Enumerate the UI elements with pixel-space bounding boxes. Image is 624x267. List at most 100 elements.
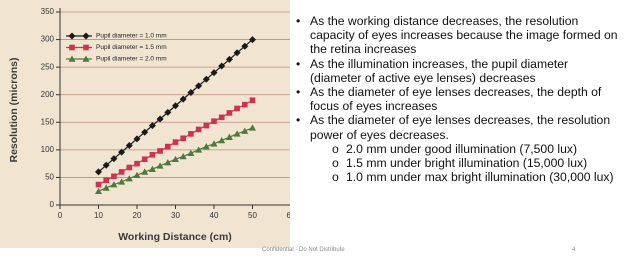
marker (118, 169, 125, 175)
marker (68, 55, 76, 62)
marker (82, 55, 90, 62)
y-tick-label: 50 (45, 173, 54, 182)
marker (234, 105, 240, 112)
x-tick-label: 50 (248, 211, 257, 220)
marker (69, 44, 75, 51)
marker (157, 148, 163, 154)
bullet-text: As the diameter of eye lenses decreases,… (310, 113, 611, 142)
marker (82, 32, 90, 40)
marker (165, 143, 171, 150)
bullet: As the diameter of eye lenses decreases,… (294, 85, 622, 113)
marker (164, 108, 172, 116)
marker (179, 152, 187, 160)
marker (202, 75, 210, 83)
marker (172, 102, 179, 110)
marker (95, 181, 102, 188)
marker (241, 42, 249, 50)
chart-background (0, 0, 290, 248)
marker (118, 148, 126, 156)
marker (95, 168, 102, 176)
footer-note: Confidential - Do Not Distribute (262, 247, 345, 253)
marker (226, 110, 233, 116)
marker (218, 62, 226, 70)
marker (218, 114, 225, 121)
marker (210, 140, 218, 147)
marker (195, 82, 203, 90)
marker (133, 135, 141, 143)
marker (179, 95, 187, 103)
marker (187, 149, 195, 156)
marker (180, 135, 186, 142)
y-axis-title: Resolution (microns) (8, 57, 20, 162)
bullet-text: As the diameter of eye lenses decreases,… (310, 85, 602, 114)
marker (125, 175, 133, 182)
x-tick-label: 30 (171, 211, 180, 220)
bullet: As the working distance decreases, the r… (294, 14, 622, 57)
marker (195, 146, 203, 153)
x-axis-title: Working Distance (cm) (118, 231, 232, 243)
y-tick-label: 100 (41, 145, 55, 154)
marker (218, 136, 226, 144)
marker (202, 143, 210, 150)
marker (203, 122, 210, 129)
y-tick-label: 350 (41, 7, 55, 16)
marker (118, 178, 126, 185)
marker (241, 127, 249, 134)
bullet: As the diameter of eye lenses decreases,… (294, 113, 622, 184)
marker (210, 69, 218, 77)
marker (188, 131, 194, 137)
bullet-text: As the working distance decreases, the r… (310, 14, 618, 57)
legend-label: Pupil diameter = 1.0 mm (96, 33, 167, 40)
marker (156, 115, 164, 123)
marker (195, 126, 202, 133)
x-tick-label: 20 (133, 211, 142, 220)
marker (249, 124, 256, 131)
marker (83, 44, 89, 51)
marker (126, 164, 133, 171)
marker (148, 165, 156, 172)
marker (111, 173, 117, 180)
x-tick-label: 0 (58, 211, 63, 220)
marker (125, 141, 133, 149)
marker (164, 159, 172, 166)
marker (211, 118, 217, 124)
x-tick-label: 40 (210, 211, 219, 220)
marker (187, 89, 195, 97)
marker (233, 49, 241, 57)
marker (172, 155, 179, 163)
marker (172, 139, 179, 145)
y-tick-label: 250 (41, 62, 55, 71)
sub-bullet: 1.5 mm under bright illumination (15,000… (332, 156, 622, 170)
y-tick-label: 150 (41, 117, 55, 126)
y-tick-label: 200 (41, 90, 55, 99)
bullet-text: As the illumination increases, the pupil… (310, 56, 569, 85)
marker (156, 162, 164, 169)
y-tick-label: 0 (50, 200, 55, 209)
y-tick-label: 300 (41, 35, 55, 44)
bullet-list: As the working distance decreases, the r… (294, 14, 622, 185)
marker (68, 32, 76, 40)
marker (249, 97, 256, 104)
marker (225, 133, 233, 140)
marker (103, 177, 109, 183)
marker (141, 156, 148, 163)
marker (102, 184, 110, 191)
x-tick-label: 10 (94, 211, 103, 220)
marker (242, 101, 248, 108)
marker (149, 152, 156, 158)
sub-bullet: 1.0 mm under max bright illumination (30… (332, 170, 622, 184)
marker (134, 160, 140, 167)
marker (233, 130, 241, 137)
marker (95, 187, 102, 195)
marker (102, 161, 110, 169)
marker (110, 181, 118, 188)
page-number: 4 (572, 247, 576, 253)
legend-label: Pupil diameter = 1.5 mm (96, 44, 167, 51)
bullet: As the illumination increases, the pupil… (294, 57, 622, 85)
chart: Resolution (microns) Working Distance (c… (0, 0, 290, 248)
x-tick-label: 60 (287, 211, 290, 220)
sub-bullet: 2.0 mm under good illumination (7,500 lu… (332, 142, 622, 156)
legend-label: Pupil diameter = 2.0 mm (96, 56, 167, 63)
marker (110, 155, 118, 163)
